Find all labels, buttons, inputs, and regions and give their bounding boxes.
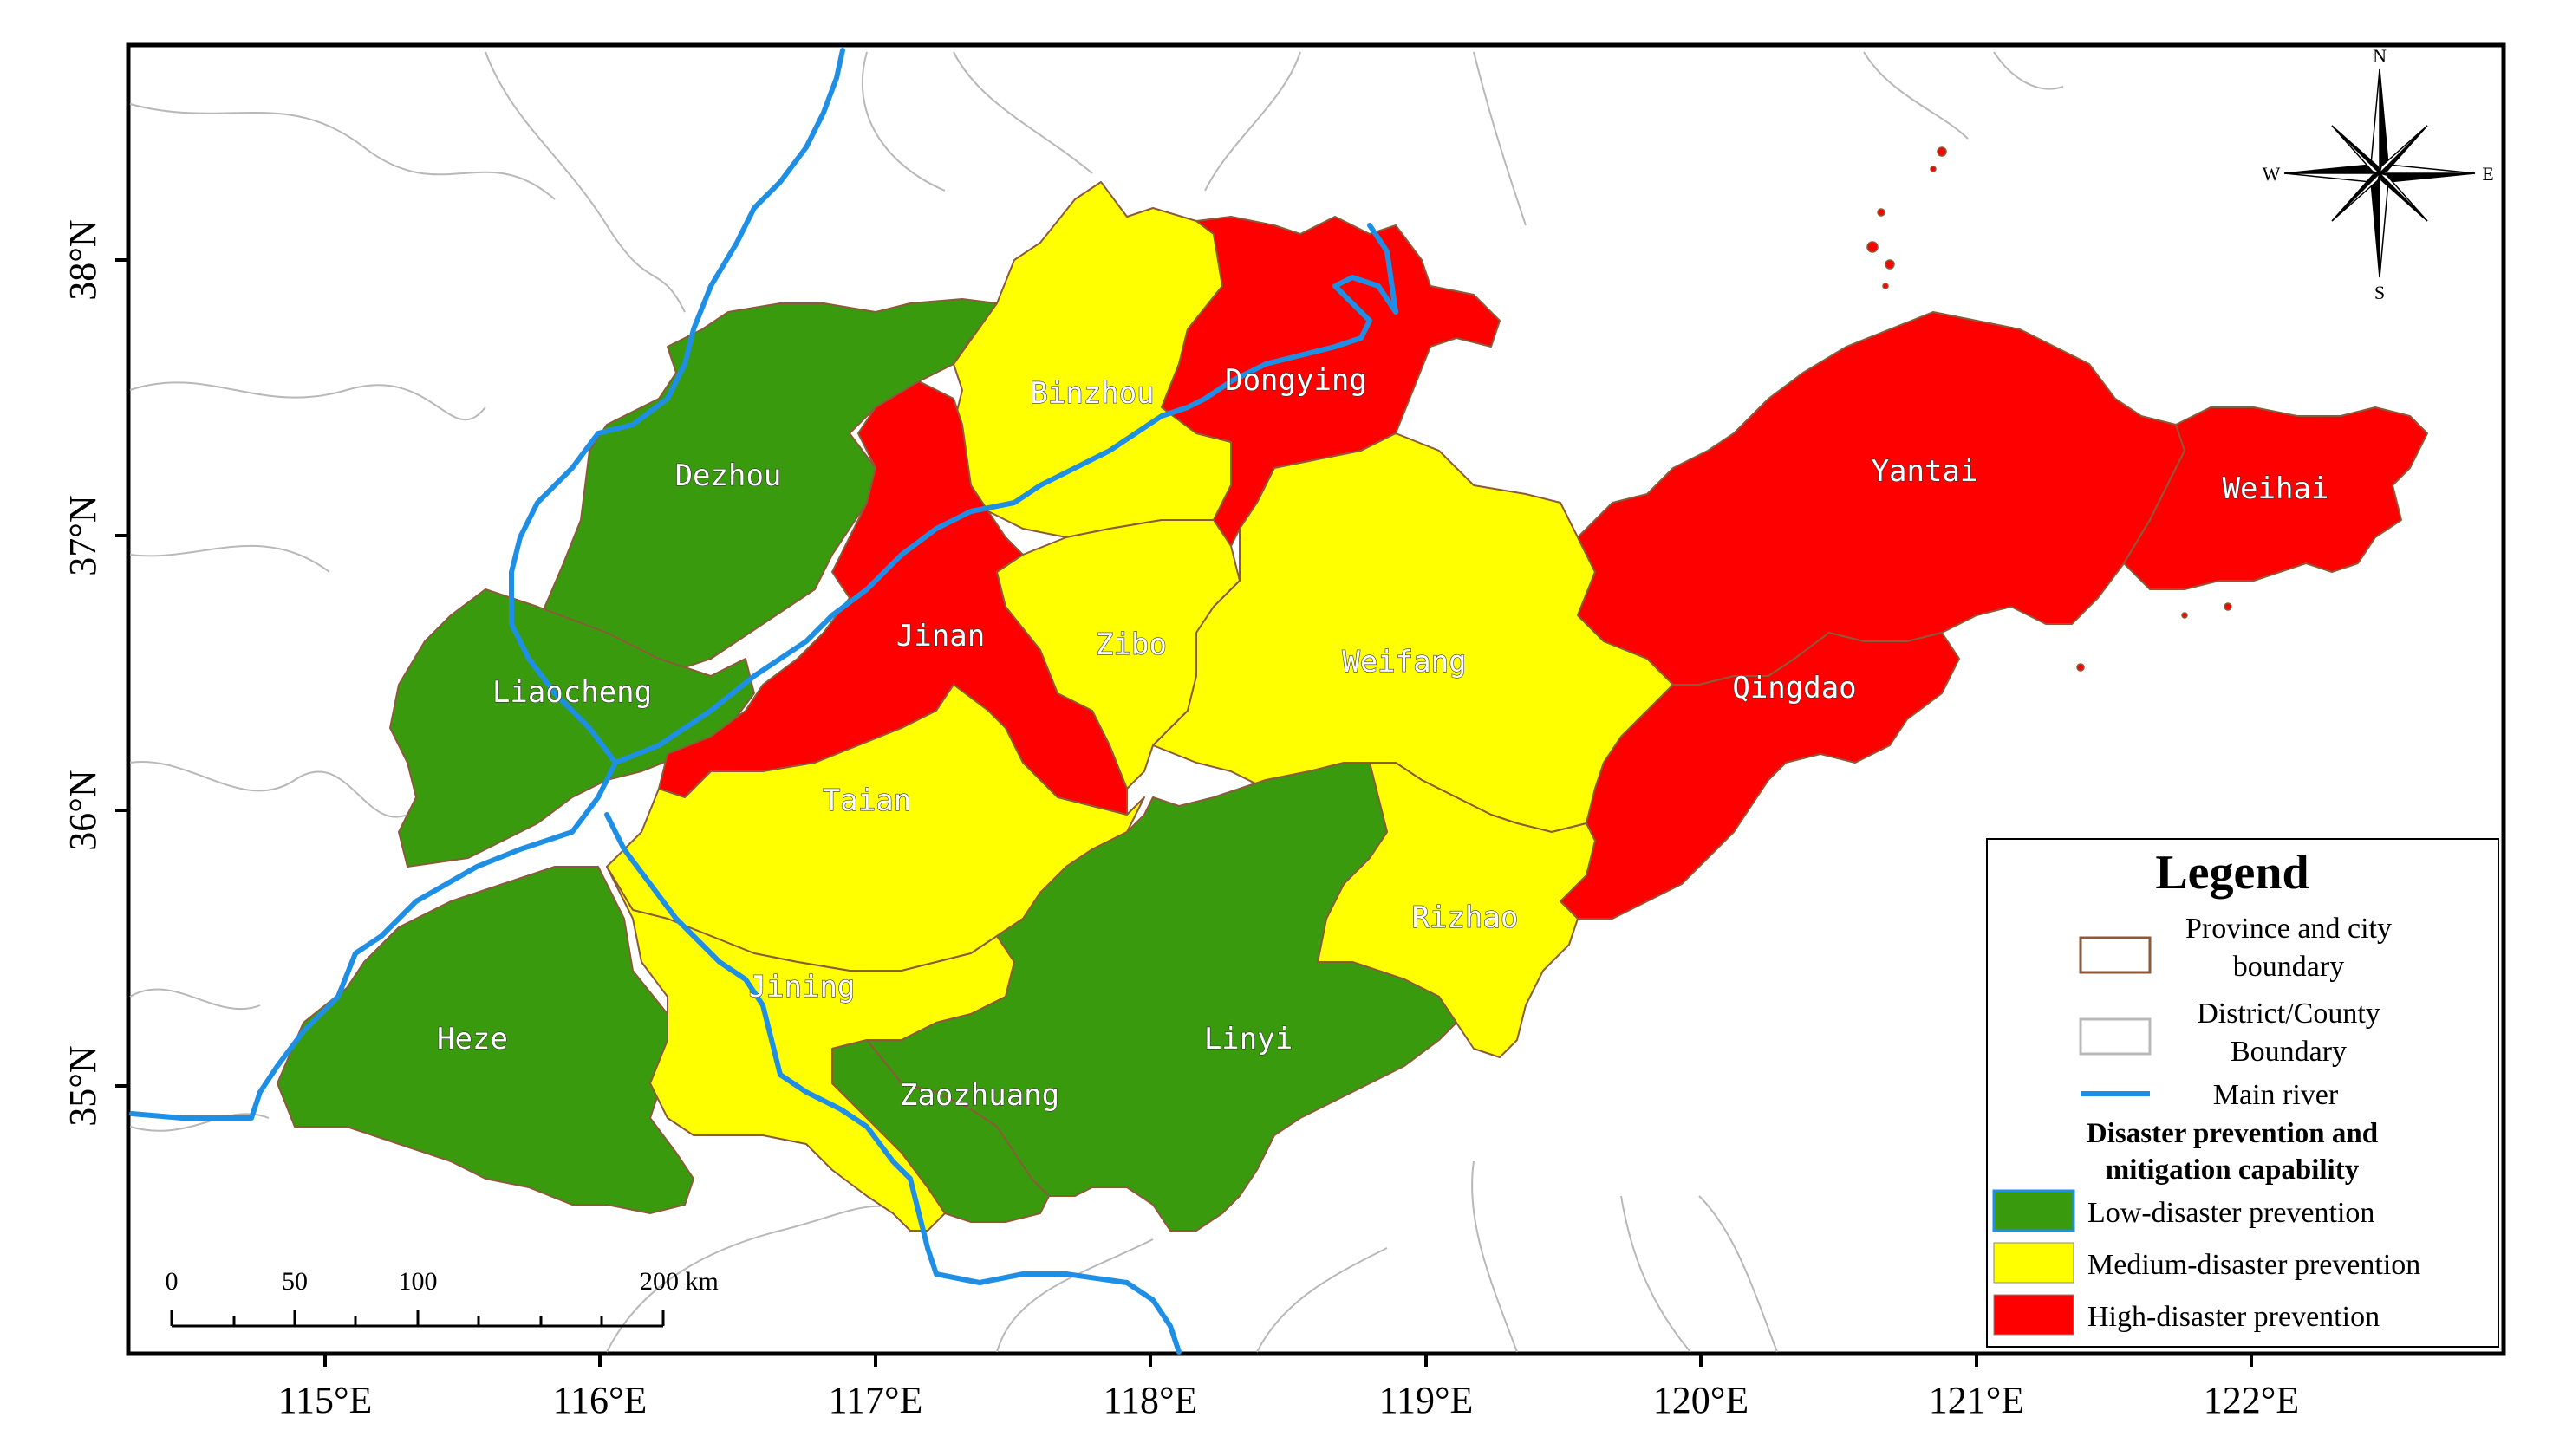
lon-tick-label: 122°E <box>2204 1379 2299 1421</box>
city-label-jinan: Jinan <box>896 619 985 653</box>
latitude-axis: 38°N 37°N 36°N 35°N <box>62 219 128 1127</box>
city-label-liaocheng: Liaocheng <box>492 675 652 710</box>
lon-tick-label: 118°E <box>1104 1379 1198 1421</box>
legend-swatch-county-boundary <box>2079 1017 2152 1056</box>
city-label-linyi: Linyi <box>1204 1022 1293 1056</box>
lon-tick-label: 119°E <box>1379 1379 1474 1421</box>
legend-swatch-low <box>1992 1189 2075 1232</box>
region-zaozhuang[interactable] <box>831 1039 1050 1223</box>
scale-label: 50 <box>282 1267 308 1296</box>
legend-label-province-boundary: Province and city <box>2185 913 2392 945</box>
legend-swatch-high <box>1993 1294 2074 1336</box>
compass-n-label: N <box>2373 45 2387 67</box>
neighbor-boundaries <box>129 51 2064 1353</box>
legend-label-medium: Medium-disaster prevention <box>2087 1249 2420 1281</box>
legend: Legend Province and city boundary Distri… <box>1986 838 2499 1348</box>
city-label-binzhou: Binzhou <box>1030 376 1154 411</box>
city-label-zaozhuang: Zaozhuang <box>900 1078 1059 1113</box>
city-label-weihai: Weihai <box>2223 471 2329 506</box>
compass-e-label: E <box>2482 163 2493 185</box>
city-label-taian: Taian <box>823 783 911 818</box>
compass-s-label: S <box>2374 282 2385 303</box>
lon-tick-label: 121°E <box>1929 1379 2024 1421</box>
city-label-yantai: Yantai <box>1872 454 1978 489</box>
legend-label-high: High-disaster prevention <box>2087 1301 2380 1333</box>
longitude-axis: 115°E 116°E 117°E 118°E 119°E 120°E 121°… <box>278 1354 2299 1421</box>
city-label-dongying: Dongying <box>1225 363 1367 398</box>
legend-swatch-province-boundary <box>2079 936 2152 974</box>
islands <box>1866 146 2232 672</box>
city-label-qingdao: Qingdao <box>1732 671 1856 705</box>
legend-label-river: Main river <box>2213 1079 2339 1111</box>
city-regions <box>277 181 2428 1232</box>
legend-label-low: Low-disaster prevention <box>2087 1197 2374 1229</box>
lat-tick-label: 38°N <box>62 219 104 300</box>
north-arrow-compass: N S E W <box>2263 45 2494 303</box>
legend-capability-heading: mitigation capability <box>2106 1154 2360 1186</box>
region-liaocheng[interactable] <box>389 588 755 868</box>
compass-w-label: W <box>2263 163 2281 185</box>
region-weihai[interactable] <box>2123 406 2428 590</box>
legend-label-county-boundary: District/County <box>2197 998 2380 1030</box>
lat-tick-label: 37°N <box>62 495 104 575</box>
city-label-rizhao: Rizhao <box>1412 900 1519 935</box>
legend-title: Legend <box>2155 846 2309 900</box>
lon-tick-label: 117°E <box>829 1379 923 1421</box>
legend-capability-heading: Disaster prevention and <box>2087 1118 2378 1149</box>
city-label-zibo: Zibo <box>1096 627 1167 662</box>
lon-tick-label: 120°E <box>1653 1379 1749 1421</box>
city-label-weifang: Weifang <box>1342 645 1466 679</box>
city-label-heze: Heze <box>437 1022 508 1056</box>
city-label-dezhou: Dezhou <box>675 458 782 493</box>
lon-tick-label: 115°E <box>278 1379 373 1421</box>
lon-tick-label: 116°E <box>553 1379 648 1421</box>
lat-tick-label: 36°N <box>62 770 104 850</box>
region-heze[interactable] <box>277 866 694 1214</box>
main-rivers <box>129 48 1398 1355</box>
legend-swatch-medium <box>1993 1242 2074 1284</box>
lat-tick-label: 35°N <box>62 1045 104 1126</box>
city-label-jining: Jining <box>749 970 856 1004</box>
scale-label: 200 km <box>640 1267 719 1296</box>
city-labels: Dezhou Liaocheng Heze Linyi Zaozhuang Bi… <box>436 362 2329 1113</box>
legend-label-province-boundary: boundary <box>2233 951 2344 983</box>
scale-label: 0 <box>166 1267 179 1296</box>
scale-label: 100 <box>399 1267 438 1296</box>
legend-label-county-boundary: Boundary <box>2231 1036 2347 1068</box>
scale-bar: 0 50 100 200 km <box>166 1267 719 1328</box>
